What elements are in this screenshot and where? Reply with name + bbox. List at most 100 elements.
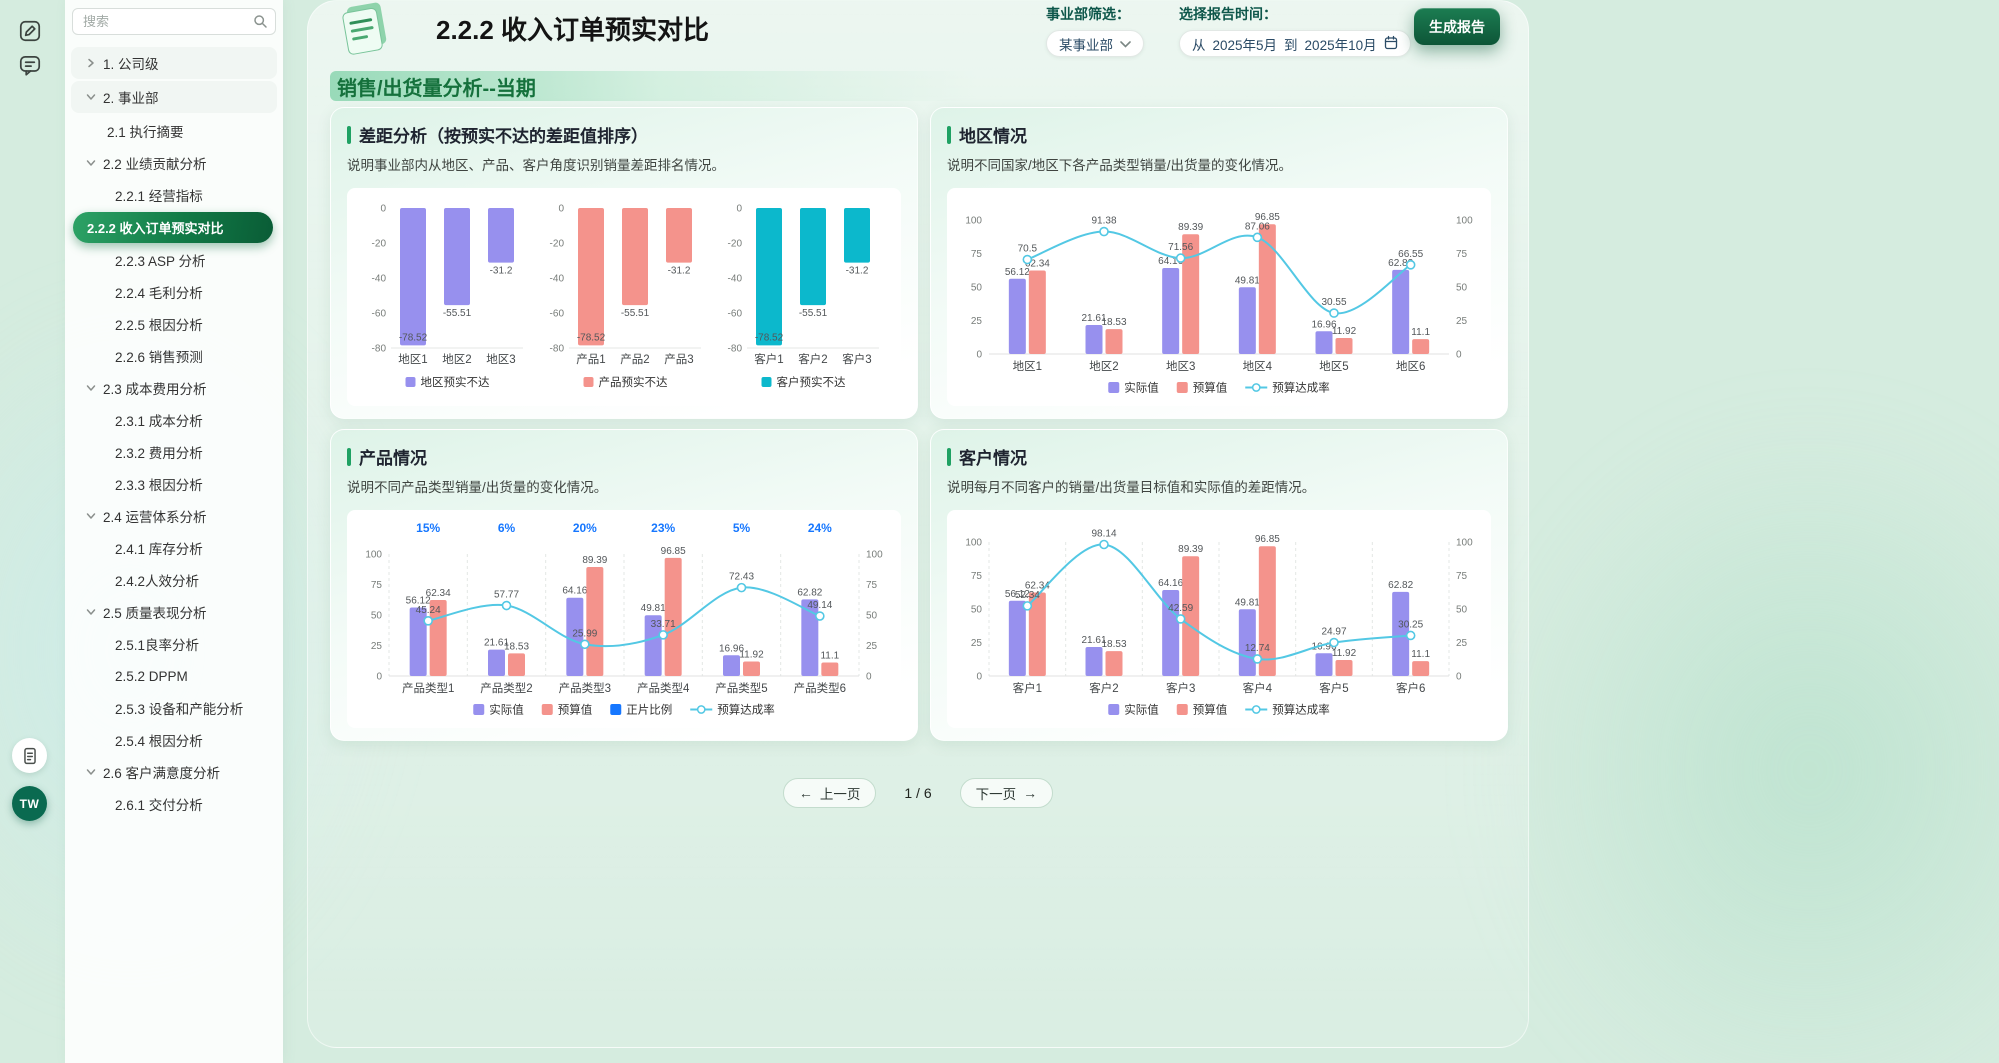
icon-strip: TW: [0, 0, 62, 1063]
sidebar-item-label: 2.1 执行摘要: [107, 125, 184, 140]
search-input[interactable]: [72, 8, 276, 35]
sidebar-item-18[interactable]: 2.5.1良率分析: [71, 628, 277, 660]
card-title: 产品情况: [359, 449, 427, 468]
next-page-button[interactable]: 下一页 →: [959, 778, 1054, 808]
sidebar-item-15[interactable]: 2.4.1 库存分析: [71, 532, 277, 564]
section-title: 销售/出货量分析--当期: [337, 77, 536, 100]
svg-text:71.56: 71.56: [1168, 242, 1193, 253]
pagination: ← 上一页 1 / 6 下一页 →: [308, 778, 1528, 808]
svg-text:客户1: 客户1: [754, 352, 783, 366]
sidebar-item-label: 2.3.2 费用分析: [115, 446, 203, 461]
sidebar-item-19[interactable]: 2.5.2 DPPM: [71, 660, 277, 692]
card-header: 地区情况: [947, 122, 1491, 147]
sidebar-item-14[interactable]: 2.4 运营体系分析: [71, 500, 277, 532]
svg-text:-31.2: -31.2: [846, 266, 869, 277]
svg-text:客户2: 客户2: [1089, 681, 1118, 695]
generate-report-button[interactable]: 生成报告: [1414, 8, 1500, 45]
user-avatar[interactable]: TW: [12, 786, 47, 821]
card-gap-analysis: 差距分析（按预实不达的差距值排序） 说明事业部内从地区、产品、客户角度识别销量差…: [330, 107, 918, 419]
svg-text:87.06: 87.06: [1245, 221, 1270, 232]
svg-text:地区1: 地区1: [1013, 360, 1042, 373]
sidebar-item-13[interactable]: 2.3.3 根因分析: [71, 468, 277, 500]
sidebar-item-label: 2.5.1良率分析: [115, 638, 200, 653]
svg-text:11.92: 11.92: [1332, 648, 1357, 659]
sidebar-item-4[interactable]: 2.2.1 经营指标: [71, 179, 277, 211]
mini-chart-svg: 0 -20 -40 -60 -80 -78.52 产品1 -55.51 产品2 -31.2 产品3 产…: [550, 204, 701, 389]
card-header: 差距分析（按预实不达的差距值排序）: [347, 122, 901, 147]
sidebar-item-20[interactable]: 2.5.3 设备和产能分析: [71, 692, 277, 724]
mini-chart-svg: 0 -20 -40 -60 -80 -78.52 地区1 -55.51 地区2 -31.2 地区3 地…: [372, 204, 523, 389]
svg-text:地区4: 地区4: [1243, 360, 1273, 373]
svg-text:96.85: 96.85: [661, 546, 686, 557]
svg-text:50: 50: [866, 611, 878, 622]
svg-text:16.96: 16.96: [1311, 319, 1336, 330]
customer-chart: 0 0 25 25 50 50 75 75 100 100 客户1 客户2 客户3 客户4 客户5 客户6 56…: [953, 516, 1485, 722]
product-chart: 0 0 25 25 50 50 75 75 100 100 产品类型1 产品类型2 产品类型3 产品类型4…: [353, 516, 895, 722]
svg-text:91.38: 91.38: [1091, 216, 1116, 227]
sidebar-item-label: 2.3.3 根因分析: [115, 478, 203, 493]
chevron-down-icon: [86, 385, 96, 391]
report-date-group: 选择报告时间： 从 2025年5月 到 2025年10月: [1179, 4, 1411, 57]
svg-text:12.74: 12.74: [1245, 643, 1270, 654]
sidebar-item-6[interactable]: 2.2.3 ASP 分析: [71, 244, 277, 276]
svg-text:64.16: 64.16: [562, 586, 587, 597]
sidebar-item-17[interactable]: 2.5 质量表现分析: [71, 596, 277, 628]
chat-icon[interactable]: [16, 51, 44, 79]
prev-page-button[interactable]: ← 上一页: [782, 778, 877, 808]
sidebar-item-0[interactable]: 1. 公司级: [71, 47, 277, 79]
svg-text:18.53: 18.53: [1101, 317, 1126, 328]
svg-text:100: 100: [1456, 538, 1473, 549]
sidebar-item-5[interactable]: 2.2.2 收入订单预实对比: [73, 212, 273, 243]
sidebar-item-11[interactable]: 2.3.1 成本分析: [71, 404, 277, 436]
sidebar-item-7[interactable]: 2.2.4 毛利分析: [71, 276, 277, 308]
sidebar: 1. 公司级 2. 事业部 2.1 执行摘要 2.2 业绩贡献分析 2.2.1 经营指标…: [65, 0, 283, 1063]
svg-text:客户6: 客户6: [1396, 681, 1425, 695]
card-header: 产品情况: [347, 444, 901, 469]
sidebar-item-23[interactable]: 2.6.1 交付分析: [71, 788, 277, 820]
date-range-picker[interactable]: 从 2025年5月 到 2025年10月: [1179, 30, 1411, 57]
svg-text:0: 0: [380, 204, 386, 215]
division-select[interactable]: 某事业部: [1046, 30, 1144, 57]
svg-text:62.82: 62.82: [797, 587, 822, 598]
svg-text:-20: -20: [728, 239, 743, 250]
svg-text:24%: 24%: [808, 521, 832, 535]
svg-text:产品类型4: 产品类型4: [637, 681, 690, 695]
svg-text:49.81: 49.81: [1235, 275, 1260, 286]
svg-text:-80: -80: [372, 344, 387, 355]
svg-text:产品类型5: 产品类型5: [715, 681, 767, 695]
sidebar-item-1[interactable]: 2. 事业部: [71, 81, 277, 113]
svg-text:客户预实不达: 客户预实不达: [777, 375, 846, 389]
svg-text:33.71: 33.71: [651, 619, 676, 630]
sidebar-item-9[interactable]: 2.2.6 销售预测: [71, 340, 277, 372]
chevron-down-icon: [86, 160, 96, 166]
svg-text:-60: -60: [372, 309, 387, 320]
sidebar-item-label: 2.4.2人效分析: [115, 574, 200, 589]
svg-text:产品预实不达: 产品预实不达: [599, 375, 668, 389]
svg-text:64.16: 64.16: [1158, 256, 1183, 267]
report-doc-icon[interactable]: [12, 738, 47, 773]
svg-text:客户3: 客户3: [1166, 681, 1195, 695]
svg-text:地区5: 地区5: [1319, 360, 1348, 373]
svg-text:11.1: 11.1: [1411, 327, 1430, 338]
sidebar-item-12[interactable]: 2.3.2 费用分析: [71, 436, 277, 468]
svg-text:-78.52: -78.52: [399, 332, 428, 343]
sidebar-item-22[interactable]: 2.6 客户满意度分析: [71, 756, 277, 788]
svg-text:0: 0: [736, 204, 742, 215]
svg-text:-20: -20: [372, 239, 387, 250]
svg-text:25: 25: [371, 641, 383, 652]
sidebar-item-16[interactable]: 2.4.2人效分析: [71, 564, 277, 596]
sidebar-item-8[interactable]: 2.2.5 根因分析: [71, 308, 277, 340]
sidebar-item-3[interactable]: 2.2 业绩贡献分析: [71, 147, 277, 179]
sidebar-item-label: 2.5.3 设备和产能分析: [115, 702, 244, 717]
svg-text:产品3: 产品3: [664, 352, 693, 366]
chart-svg: 0 0 25 25 50 50 75 75 100 100 地区1 地区2 地区3 地区4 地区5 地区6 56…: [965, 212, 1473, 394]
sidebar-item-2[interactable]: 2.1 执行摘要: [71, 115, 277, 147]
bar-series: 62.34 18.53 89.39 96.85 11.92 11.1: [426, 546, 840, 676]
sidebar-item-10[interactable]: 2.3 成本费用分析: [71, 372, 277, 404]
division-select-value: 某事业部: [1059, 37, 1113, 53]
page-title: 2.2.2 收入订单预实对比: [436, 15, 710, 45]
annotation-icon[interactable]: [16, 17, 44, 45]
sidebar-item-21[interactable]: 2.5.4 根因分析: [71, 724, 277, 756]
card-customer: 客户情况 说明每月不同客户的销量/出货量目标值和实际值的差距情况。 0 0 25 25…: [930, 429, 1508, 741]
svg-text:75: 75: [371, 580, 383, 591]
